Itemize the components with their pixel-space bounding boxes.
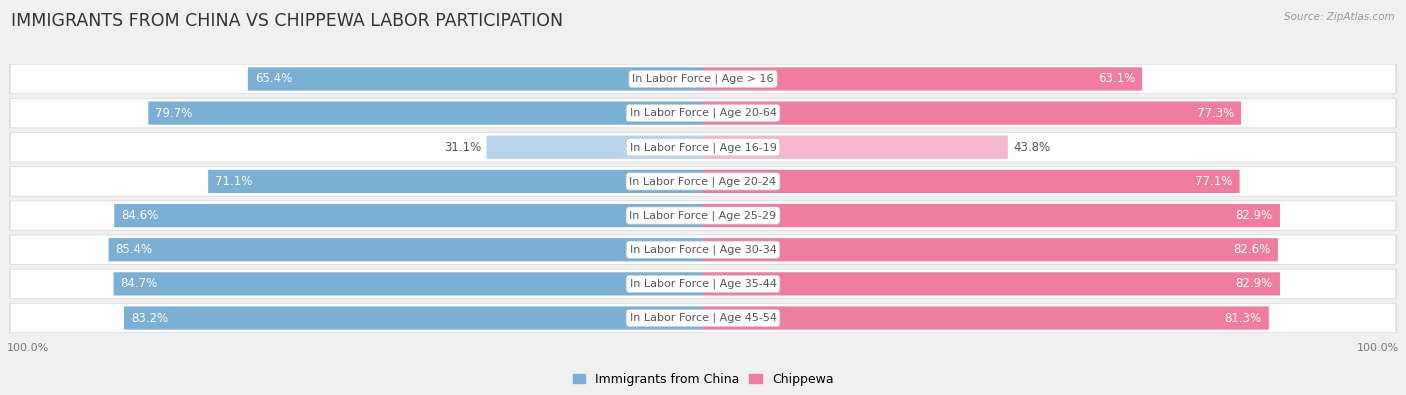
Text: 81.3%: 81.3%	[1225, 312, 1261, 325]
FancyBboxPatch shape	[10, 99, 1396, 128]
Text: 82.9%: 82.9%	[1236, 209, 1272, 222]
Text: 82.9%: 82.9%	[1236, 277, 1272, 290]
Text: 31.1%: 31.1%	[444, 141, 481, 154]
FancyBboxPatch shape	[703, 135, 1008, 159]
Text: In Labor Force | Age 45-54: In Labor Force | Age 45-54	[630, 313, 776, 323]
Legend: Immigrants from China, Chippewa: Immigrants from China, Chippewa	[569, 369, 837, 389]
FancyBboxPatch shape	[10, 167, 1396, 196]
Text: 77.1%: 77.1%	[1195, 175, 1233, 188]
Text: In Labor Force | Age 20-24: In Labor Force | Age 20-24	[630, 176, 776, 187]
Text: In Labor Force | Age > 16: In Labor Force | Age > 16	[633, 74, 773, 84]
FancyBboxPatch shape	[10, 269, 1396, 298]
FancyBboxPatch shape	[8, 166, 1398, 196]
Text: 63.1%: 63.1%	[1098, 72, 1135, 85]
Text: 43.8%: 43.8%	[1014, 141, 1050, 154]
Text: 79.7%: 79.7%	[155, 107, 193, 120]
FancyBboxPatch shape	[10, 201, 1396, 230]
FancyBboxPatch shape	[8, 201, 1398, 231]
FancyBboxPatch shape	[10, 133, 1396, 162]
Text: IMMIGRANTS FROM CHINA VS CHIPPEWA LABOR PARTICIPATION: IMMIGRANTS FROM CHINA VS CHIPPEWA LABOR …	[11, 12, 564, 30]
FancyBboxPatch shape	[8, 132, 1398, 162]
FancyBboxPatch shape	[8, 64, 1398, 94]
FancyBboxPatch shape	[8, 235, 1398, 265]
FancyBboxPatch shape	[703, 102, 1241, 125]
FancyBboxPatch shape	[10, 235, 1396, 264]
Text: In Labor Force | Age 35-44: In Labor Force | Age 35-44	[630, 278, 776, 289]
FancyBboxPatch shape	[703, 238, 1278, 261]
Text: 100.0%: 100.0%	[1357, 343, 1399, 353]
FancyBboxPatch shape	[114, 272, 703, 295]
Text: Source: ZipAtlas.com: Source: ZipAtlas.com	[1284, 12, 1395, 22]
Text: In Labor Force | Age 16-19: In Labor Force | Age 16-19	[630, 142, 776, 152]
FancyBboxPatch shape	[8, 303, 1398, 333]
FancyBboxPatch shape	[208, 170, 703, 193]
FancyBboxPatch shape	[486, 135, 703, 159]
Text: In Labor Force | Age 30-34: In Labor Force | Age 30-34	[630, 245, 776, 255]
Text: 100.0%: 100.0%	[7, 343, 49, 353]
FancyBboxPatch shape	[703, 307, 1268, 330]
FancyBboxPatch shape	[10, 65, 1396, 93]
Text: In Labor Force | Age 20-64: In Labor Force | Age 20-64	[630, 108, 776, 118]
FancyBboxPatch shape	[703, 67, 1142, 90]
FancyBboxPatch shape	[8, 98, 1398, 128]
FancyBboxPatch shape	[114, 204, 703, 227]
Text: In Labor Force | Age 25-29: In Labor Force | Age 25-29	[630, 210, 776, 221]
Text: 77.3%: 77.3%	[1197, 107, 1234, 120]
FancyBboxPatch shape	[703, 272, 1279, 295]
Text: 82.6%: 82.6%	[1233, 243, 1271, 256]
Text: 84.6%: 84.6%	[121, 209, 159, 222]
FancyBboxPatch shape	[703, 204, 1279, 227]
Text: 83.2%: 83.2%	[131, 312, 169, 325]
Text: 65.4%: 65.4%	[254, 72, 292, 85]
Text: 71.1%: 71.1%	[215, 175, 253, 188]
FancyBboxPatch shape	[108, 238, 703, 261]
Text: 84.7%: 84.7%	[121, 277, 157, 290]
Text: 85.4%: 85.4%	[115, 243, 153, 256]
FancyBboxPatch shape	[8, 269, 1398, 299]
FancyBboxPatch shape	[247, 67, 703, 90]
FancyBboxPatch shape	[703, 170, 1240, 193]
FancyBboxPatch shape	[124, 307, 703, 330]
FancyBboxPatch shape	[10, 304, 1396, 332]
FancyBboxPatch shape	[148, 102, 703, 125]
